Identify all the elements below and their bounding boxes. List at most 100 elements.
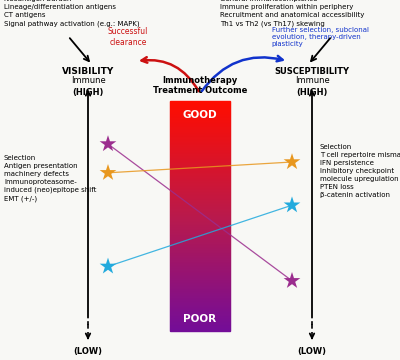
Bar bbox=[170, 178, 230, 179]
Bar bbox=[170, 266, 230, 267]
Bar bbox=[170, 246, 230, 247]
Bar bbox=[170, 172, 230, 173]
Bar bbox=[170, 308, 230, 309]
Bar bbox=[170, 176, 230, 177]
Text: Immune: Immune bbox=[295, 76, 329, 85]
Bar bbox=[170, 229, 230, 230]
Bar bbox=[170, 182, 230, 183]
Bar bbox=[170, 254, 230, 255]
Bar bbox=[170, 220, 230, 221]
Bar bbox=[170, 175, 230, 176]
Bar bbox=[170, 318, 230, 319]
Bar bbox=[170, 156, 230, 157]
Bar bbox=[170, 209, 230, 210]
Bar bbox=[170, 114, 230, 116]
Text: (HIGH): (HIGH) bbox=[296, 88, 328, 97]
Bar bbox=[170, 293, 230, 294]
Bar bbox=[170, 261, 230, 262]
Bar bbox=[170, 300, 230, 301]
Bar bbox=[170, 286, 230, 287]
Bar bbox=[170, 221, 230, 222]
Bar bbox=[170, 322, 230, 323]
Bar bbox=[170, 272, 230, 273]
Bar bbox=[170, 228, 230, 229]
Text: SUSCEPTIBILITY: SUSCEPTIBILITY bbox=[274, 67, 350, 76]
Bar bbox=[170, 171, 230, 172]
Bar bbox=[170, 132, 230, 133]
Bar bbox=[170, 326, 230, 327]
Bar bbox=[170, 269, 230, 270]
Bar bbox=[170, 173, 230, 174]
Bar bbox=[170, 208, 230, 209]
Bar bbox=[170, 116, 230, 117]
Bar bbox=[170, 187, 230, 188]
Bar bbox=[170, 149, 230, 150]
Bar bbox=[170, 248, 230, 249]
Bar bbox=[170, 141, 230, 142]
Bar bbox=[170, 278, 230, 279]
Bar bbox=[170, 120, 230, 121]
Bar bbox=[170, 305, 230, 306]
Bar bbox=[170, 327, 230, 328]
Bar bbox=[170, 224, 230, 225]
Bar bbox=[170, 125, 230, 126]
Bar bbox=[170, 244, 230, 245]
Bar bbox=[170, 274, 230, 275]
FancyArrowPatch shape bbox=[202, 56, 282, 91]
Bar bbox=[170, 158, 230, 159]
Bar bbox=[170, 241, 230, 242]
Bar bbox=[170, 226, 230, 227]
Bar bbox=[170, 168, 230, 169]
Text: Further selection, subclonal
evolution, therapy-driven
plasticity: Further selection, subclonal evolution, … bbox=[272, 27, 368, 47]
Bar bbox=[170, 227, 230, 228]
Bar bbox=[170, 290, 230, 291]
Bar bbox=[170, 166, 230, 167]
Bar bbox=[170, 299, 230, 300]
Bar bbox=[170, 112, 230, 113]
Bar bbox=[170, 285, 230, 286]
Bar bbox=[170, 280, 230, 281]
Bar bbox=[170, 239, 230, 240]
Bar bbox=[170, 186, 230, 187]
Bar bbox=[170, 259, 230, 260]
Bar bbox=[170, 205, 230, 206]
Bar bbox=[170, 148, 230, 149]
Bar bbox=[170, 124, 230, 125]
Bar bbox=[170, 161, 230, 162]
Bar bbox=[170, 167, 230, 168]
Bar bbox=[170, 150, 230, 151]
Bar bbox=[170, 164, 230, 165]
Bar bbox=[170, 155, 230, 156]
Bar bbox=[170, 180, 230, 181]
Bar bbox=[170, 267, 230, 268]
Bar bbox=[170, 213, 230, 214]
Bar bbox=[170, 257, 230, 258]
Bar bbox=[170, 117, 230, 118]
Bar bbox=[170, 219, 230, 220]
Bar bbox=[170, 243, 230, 244]
Bar bbox=[170, 225, 230, 226]
Bar bbox=[170, 312, 230, 313]
Bar bbox=[170, 194, 230, 195]
Bar bbox=[170, 319, 230, 320]
Bar bbox=[170, 320, 230, 321]
Bar bbox=[170, 123, 230, 124]
Bar bbox=[170, 188, 230, 189]
Bar bbox=[170, 196, 230, 197]
Bar bbox=[170, 251, 230, 252]
Bar bbox=[170, 223, 230, 224]
Bar bbox=[170, 218, 230, 219]
Bar bbox=[170, 169, 230, 170]
Bar bbox=[170, 113, 230, 114]
Bar bbox=[170, 310, 230, 311]
Bar bbox=[170, 279, 230, 280]
Bar bbox=[170, 130, 230, 131]
Bar bbox=[170, 197, 230, 198]
Bar bbox=[170, 271, 230, 272]
Bar bbox=[170, 301, 230, 302]
Text: Selection
Antigen presentation
machinery defects
Immunoproteasome-
induced (neo): Selection Antigen presentation machinery… bbox=[4, 155, 96, 202]
Bar bbox=[170, 296, 230, 297]
Bar bbox=[170, 240, 230, 241]
Bar bbox=[170, 232, 230, 233]
Bar bbox=[170, 242, 230, 243]
